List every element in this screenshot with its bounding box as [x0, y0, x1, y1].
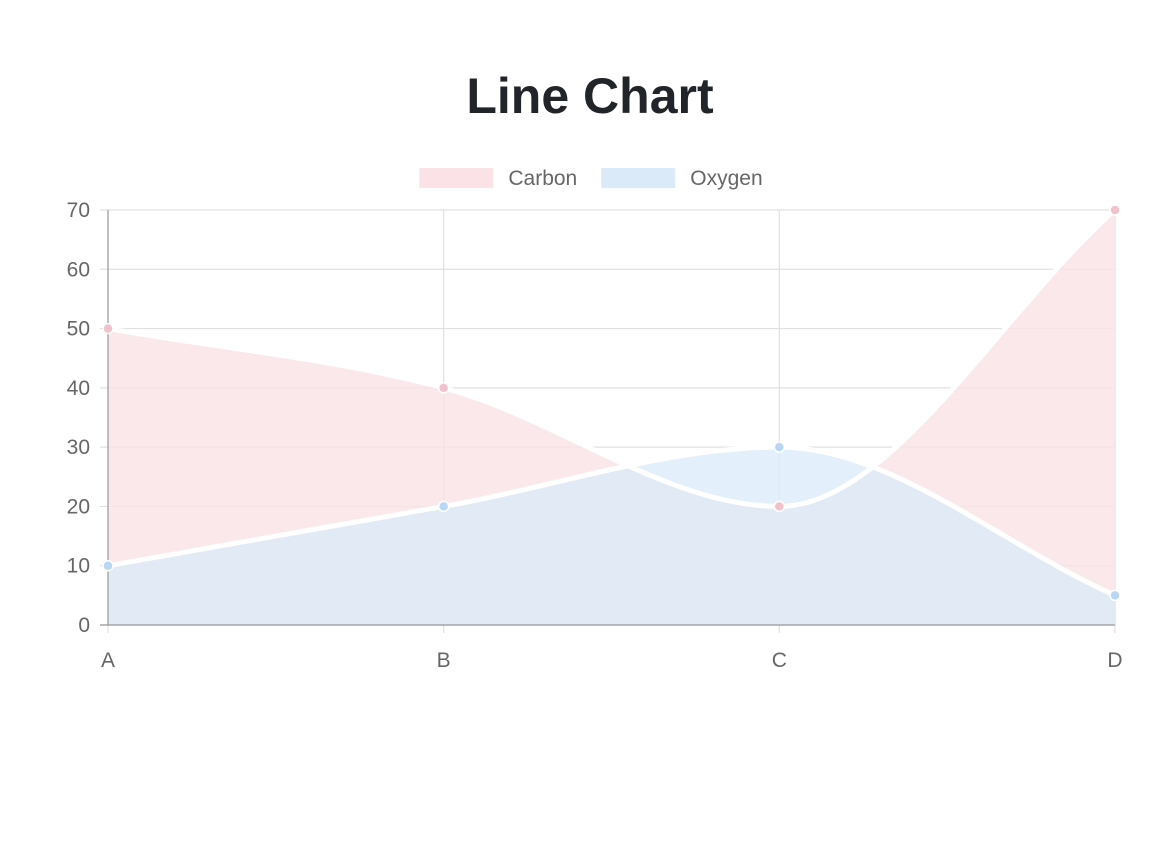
y-axis-tick-labels: 0 10 20 30 40 50 60 70: [67, 199, 90, 637]
point-carbon-A[interactable]: [102, 322, 114, 335]
x-tick-label: B: [437, 649, 451, 672]
y-tick-label: 50: [67, 318, 90, 341]
y-tick-label: 20: [67, 495, 90, 518]
x-tick-label: A: [101, 649, 115, 672]
legend-label: Oxygen: [690, 167, 762, 190]
legend-item-carbon[interactable]: Carbon: [419, 167, 577, 190]
series-lines: [105, 207, 1118, 598]
point-carbon-D[interactable]: [1109, 204, 1121, 216]
legend-item-oxygen[interactable]: Oxygen: [601, 167, 763, 190]
line-carbon: [105, 207, 1118, 509]
point-oxygen-C[interactable]: [773, 441, 786, 453]
point-carbon-C[interactable]: [773, 500, 786, 513]
legend-swatch-carbon: [419, 168, 494, 188]
point-carbon-B[interactable]: [437, 382, 450, 394]
y-tick-label: 10: [67, 555, 90, 578]
y-tick-label: 40: [67, 377, 90, 400]
x-axis-tick-labels: A B C D: [101, 649, 1123, 672]
legend-swatch-oxygen: [601, 168, 676, 188]
legend-label: Carbon: [508, 167, 577, 190]
y-tick-label: 60: [67, 258, 90, 281]
y-tick-label: 0: [78, 614, 90, 637]
axes: [100, 210, 1115, 626]
series-areas: [108, 210, 1115, 625]
point-oxygen-A[interactable]: [102, 559, 114, 572]
point-oxygen-B[interactable]: [437, 500, 450, 513]
line-oxygen: [105, 444, 1118, 598]
legend: Carbon Oxygen: [419, 167, 763, 190]
page-title: Line Chart: [466, 68, 714, 124]
y-tick-label: 30: [67, 436, 90, 459]
x-tick-label: C: [772, 649, 787, 672]
x-tick-label: D: [1107, 649, 1122, 672]
y-tick-label: 70: [67, 199, 90, 222]
point-oxygen-D[interactable]: [1109, 589, 1121, 602]
series-points: [102, 204, 1121, 602]
area-oxygen: [108, 447, 1115, 625]
